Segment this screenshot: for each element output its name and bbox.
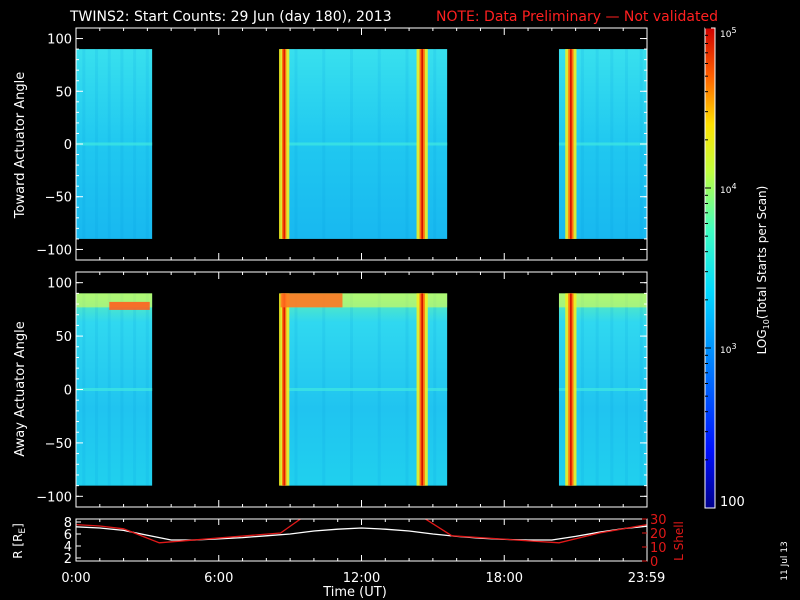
hot-spot bbox=[280, 293, 343, 308]
x-tick-label: 12:00 bbox=[343, 571, 380, 586]
y-tick-label: 100 bbox=[47, 277, 72, 292]
intensity-spike-core bbox=[283, 293, 285, 486]
zero-angle-band bbox=[558, 142, 647, 146]
intensity-spike-core bbox=[570, 49, 572, 239]
r-tick-label: 4 bbox=[64, 540, 72, 555]
away-angle-ylabel: Away Actuator Angle bbox=[13, 321, 28, 456]
high-angle-band bbox=[558, 293, 647, 308]
date-stamp: 11 Jul 13 bbox=[780, 541, 790, 581]
hot-spot bbox=[109, 301, 150, 310]
toward-angle-ylabel: Toward Actuator Angle bbox=[13, 72, 28, 219]
intensity-spike-core bbox=[570, 293, 572, 486]
y-tick-label: 100 bbox=[47, 33, 72, 48]
intensity-spike-core bbox=[283, 49, 285, 239]
time-xlabel: Time (UT) bbox=[322, 585, 387, 600]
intensity-spike-core bbox=[421, 293, 423, 486]
y-tick-label: −100 bbox=[36, 490, 72, 505]
toward-angle-panel: 100 50 0 −50 −100 bbox=[36, 27, 648, 261]
x-tick-label: 6:00 bbox=[204, 571, 233, 586]
r-tick-label: 2 bbox=[64, 552, 72, 567]
y-tick-label: 50 bbox=[55, 330, 72, 345]
zero-angle-band bbox=[76, 388, 153, 391]
lshell-line bbox=[76, 519, 647, 544]
colorbar-scale bbox=[704, 27, 716, 509]
y-tick-label: −50 bbox=[45, 437, 72, 452]
zero-angle-band bbox=[280, 142, 448, 146]
data-note: NOTE: Data Preliminary — Not validated bbox=[436, 9, 718, 25]
x-tick-label: 0:00 bbox=[61, 571, 90, 586]
colorbar-tick-label: 104 bbox=[720, 182, 737, 196]
colorbar-tick-label: 103 bbox=[720, 342, 737, 356]
x-tick-label: 18:00 bbox=[486, 571, 523, 586]
zero-angle-band bbox=[558, 388, 647, 391]
y-tick-label: 0 bbox=[64, 384, 72, 399]
y-tick-label: 50 bbox=[55, 85, 72, 100]
lshell-tick-label: 30 bbox=[650, 513, 667, 528]
lshell-tick-label: 0 bbox=[650, 555, 658, 570]
colorbar-tick-label: 105 bbox=[720, 26, 737, 40]
zero-angle-band bbox=[280, 388, 448, 391]
chart-title: TWINS2: Start Counts: 29 Jun (day 180), … bbox=[69, 9, 392, 25]
intensity-spike-core bbox=[421, 49, 423, 239]
colorbar-min-label: 100 bbox=[720, 495, 745, 510]
colorbar: 105 104 103 100 bbox=[704, 26, 745, 510]
y-tick-label: −50 bbox=[45, 191, 72, 206]
radius-ylabel: R [RE] bbox=[11, 523, 28, 559]
lshell-tick-label: 20 bbox=[650, 527, 667, 542]
x-tick-label: 23:59 bbox=[628, 571, 665, 586]
y-tick-label: 0 bbox=[64, 138, 72, 153]
colorbar-label: LOG10(Total Starts per Scan) bbox=[755, 186, 771, 355]
y-tick-label: −100 bbox=[36, 243, 72, 258]
radius-line bbox=[76, 525, 647, 541]
r-tick-label: 8 bbox=[64, 516, 72, 531]
away-angle-panel: 100 50 0 −50 −100 bbox=[36, 271, 648, 508]
zero-angle-band bbox=[76, 142, 153, 146]
lshell-tick-label: 10 bbox=[650, 541, 667, 556]
r-tick-label: 6 bbox=[64, 528, 72, 543]
lshell-ylabel: L Shell bbox=[672, 521, 686, 561]
orbit-frame bbox=[75, 518, 648, 562]
